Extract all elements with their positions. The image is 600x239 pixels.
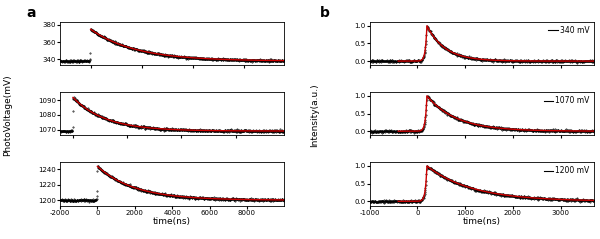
Legend: 340 mV: 340 mV — [548, 25, 590, 36]
Text: b: b — [320, 6, 330, 20]
Text: PhotoVoltage(mV): PhotoVoltage(mV) — [2, 74, 12, 156]
X-axis label: time(ns): time(ns) — [153, 217, 191, 226]
Legend: 1070 mV: 1070 mV — [543, 95, 590, 106]
Legend: 1200 mV: 1200 mV — [543, 166, 590, 176]
X-axis label: time(ns): time(ns) — [463, 217, 501, 226]
Text: a: a — [26, 6, 36, 20]
Text: Intensity(a.u.): Intensity(a.u.) — [311, 83, 320, 147]
